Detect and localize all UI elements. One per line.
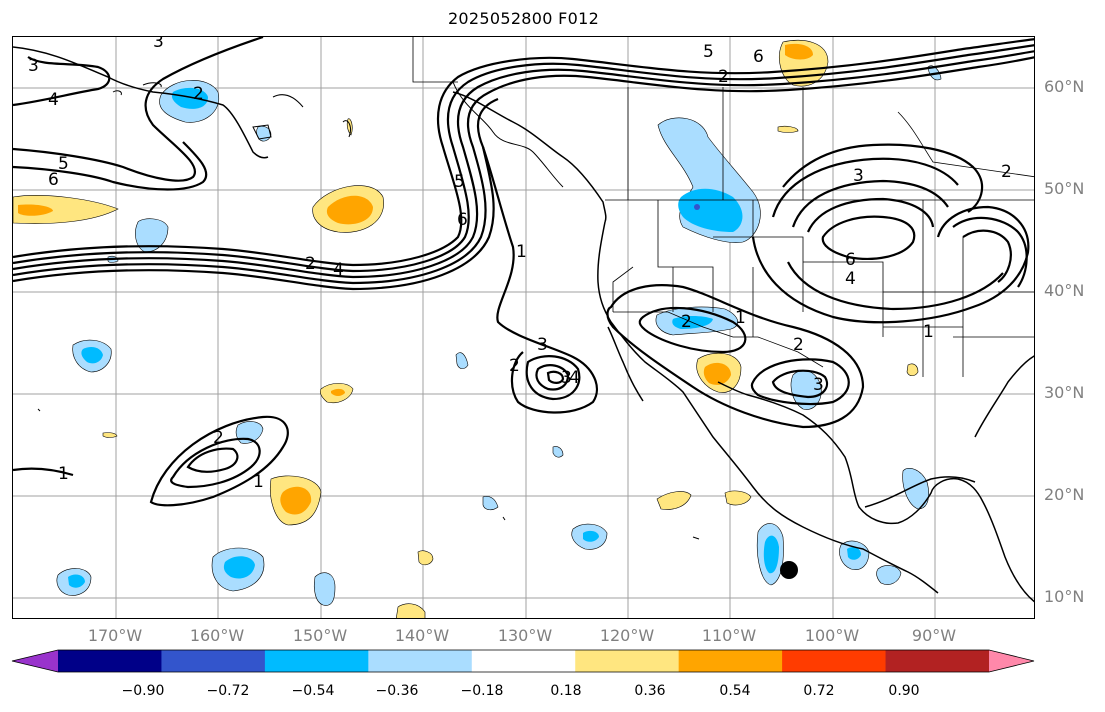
colorbar-segment <box>58 650 162 672</box>
contour-label: 6 <box>48 170 59 190</box>
lon-label: 130°W <box>497 626 553 645</box>
contour-label: 3 <box>561 368 572 388</box>
colorbar-tick-label: 0.72 <box>803 683 835 699</box>
colorbar-segment <box>885 650 990 672</box>
contour-label: 5 <box>703 42 714 62</box>
borders <box>412 37 1034 377</box>
contour-label: 4 <box>333 260 344 280</box>
map-title: 2025052800 F012 <box>447 9 600 28</box>
contour-label: 2 <box>305 254 316 274</box>
shaded-anomalies <box>13 39 942 618</box>
map-panel: 3 4 5 6 1 2 5 6 2 4 5 6 2 3 1 2 3 3 4 2 … <box>12 36 1035 619</box>
contour-label: 2 <box>213 428 224 448</box>
contour-label: 3 <box>853 166 864 186</box>
contour-label: 2 <box>681 312 692 332</box>
lon-label: 90°W <box>911 626 957 645</box>
colorbar-segment <box>161 650 266 672</box>
lon-label: 170°W <box>87 626 143 645</box>
contour-label: 3 <box>537 335 548 355</box>
contour-label: 4 <box>48 90 59 110</box>
colorbar-segment <box>264 650 369 672</box>
colorbar-segment <box>678 650 783 672</box>
lon-label: 140°W <box>394 626 450 645</box>
contour-label: 5 <box>58 154 69 174</box>
contour-label: 1 <box>735 308 746 328</box>
contour-label: 1 <box>923 322 934 342</box>
contour-label: 4 <box>569 368 580 388</box>
lon-label: 110°W <box>701 626 757 645</box>
lat-label: 50°N <box>1044 179 1085 198</box>
lat-label: 20°N <box>1044 485 1085 504</box>
colorbar-segment <box>782 650 887 672</box>
contour-label: 3 <box>28 56 39 76</box>
colorbar-extend-low <box>12 650 58 672</box>
contour-label: 3 <box>153 37 164 52</box>
colorbar-tick-label: −0.18 <box>460 683 504 699</box>
colorbar-extend-high <box>989 650 1034 672</box>
contour-labels: 3 4 5 6 1 2 5 6 2 4 5 6 2 3 1 2 3 3 4 2 … <box>28 37 1012 492</box>
lat-label: 10°N <box>1044 587 1085 606</box>
colorbar <box>11 649 1035 673</box>
contour-label: 3 <box>813 375 824 395</box>
coastlines <box>13 46 1034 603</box>
colorbar-segment <box>471 650 576 672</box>
contour-label: 2 <box>793 335 804 355</box>
contour-label: 2 <box>1001 162 1012 182</box>
contour-label: 2 <box>193 84 204 104</box>
colorbar-segment <box>368 650 473 672</box>
contour-label: 1 <box>58 464 69 484</box>
colorbar-tick-label: −0.90 <box>121 683 165 699</box>
lat-label: 40°N <box>1044 281 1085 300</box>
contour-label: 4 <box>845 269 856 289</box>
gridlines <box>13 37 1034 618</box>
lon-label: 160°W <box>189 626 245 645</box>
map-canvas: 3 4 5 6 1 2 5 6 2 4 5 6 2 3 1 2 3 3 4 2 … <box>13 37 1034 618</box>
contour-label: 6 <box>457 210 468 230</box>
colorbar-outline <box>11 649 1035 673</box>
colorbar-tick-label: −0.72 <box>206 683 250 699</box>
colorbar-tick-label: 0.90 <box>888 683 920 699</box>
lon-label: 150°W <box>292 626 348 645</box>
islands <box>37 81 700 540</box>
contour-label: 5 <box>454 172 465 192</box>
contour-label: 1 <box>516 242 527 262</box>
contours <box>13 37 1034 507</box>
contour-label: 6 <box>753 47 764 67</box>
lon-label: 120°W <box>599 626 655 645</box>
colorbar-tick-label: 0.18 <box>550 683 582 699</box>
colorbar-tick-label: −0.36 <box>375 683 419 699</box>
colorbar-tick-label: −0.54 <box>291 683 335 699</box>
lat-label: 60°N <box>1044 77 1085 96</box>
colorbar-tick-label: 0.36 <box>634 683 666 699</box>
location-marker <box>780 561 798 579</box>
lat-label: 30°N <box>1044 383 1085 402</box>
contour-label: 6 <box>845 250 856 270</box>
contour-label: 1 <box>253 472 264 492</box>
colorbar-tick-label: 0.54 <box>719 683 751 699</box>
contour-label: 2 <box>509 356 520 376</box>
contour-label: 2 <box>718 67 729 87</box>
lon-label: 100°W <box>804 626 860 645</box>
colorbar-segment <box>575 650 680 672</box>
